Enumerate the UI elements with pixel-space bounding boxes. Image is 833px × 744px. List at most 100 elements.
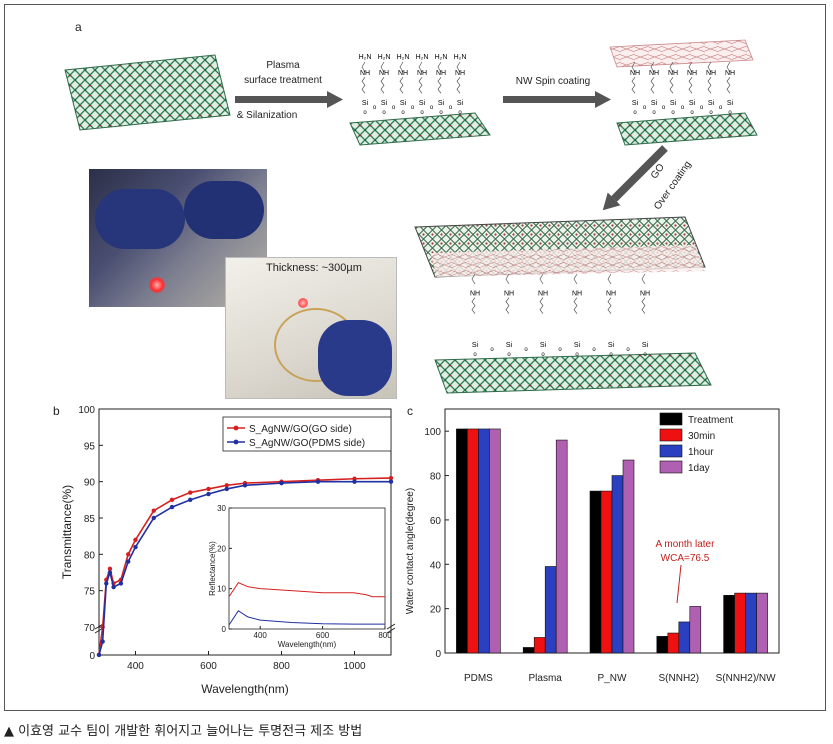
o-label: o (719, 105, 723, 111)
data-point (169, 497, 175, 503)
chain-link (641, 297, 646, 314)
o-label: o (382, 110, 386, 116)
o-label: o (373, 105, 377, 111)
arrow-down-left-icon (602, 145, 668, 211)
si-label: Si (670, 100, 677, 107)
data-point (279, 480, 284, 486)
data-point (107, 570, 113, 575)
inset-x-tick-label: 600 (316, 631, 330, 640)
silanized-sheet: H₂NNHSiooH₂NNHSiooH₂NNHSiooH₂NNHSiooH₂NN… (349, 54, 491, 146)
chain-link (505, 297, 510, 314)
nh-label: NH (379, 70, 389, 77)
inset-y-tick-label: 0 (222, 625, 227, 634)
data-point (133, 537, 138, 542)
o-label: o (430, 105, 434, 111)
chain-link (399, 77, 404, 94)
x-axis-label: Wavelength(nm) (201, 682, 289, 696)
o-label: o (671, 110, 675, 116)
o-label: o (652, 110, 656, 116)
x-tick-label: PDMS (464, 673, 493, 684)
nh-label: NH (504, 291, 514, 298)
plot-frame (98, 408, 392, 656)
bar (678, 621, 691, 654)
h2n-label: H₂N (359, 54, 372, 61)
data-point (224, 483, 229, 488)
nh-label: NH (436, 70, 446, 77)
chain-link (573, 273, 578, 285)
nh-label: NH (606, 291, 616, 298)
bar (667, 632, 680, 654)
chain-link (361, 77, 366, 94)
legend-label: 1day (688, 463, 710, 474)
annotation-line2: WCA=76.5 (661, 553, 710, 564)
o-label: o (575, 352, 579, 358)
legend-marker (233, 425, 239, 431)
step2-label: NW Spin coating (516, 76, 590, 87)
chain-link (399, 61, 404, 73)
si-label: Si (472, 342, 479, 349)
figure-caption: ▲ 이효영 교수 팀이 개발한 휘어지고 늘어나는 투명전극 제조 방법 (4, 724, 363, 739)
panel-b-label: b (53, 404, 60, 418)
data-point (104, 581, 109, 586)
legend-label: S_AgNW/GO(GO side) (249, 424, 352, 435)
si-label: Si (632, 100, 639, 107)
nh-label: NH (706, 70, 716, 77)
chain-link (641, 273, 646, 285)
si-label: Si (457, 100, 464, 107)
chain-link (437, 77, 442, 94)
y-tick-label: 80 (430, 472, 442, 483)
nh-label: NH (572, 291, 582, 298)
o-label: o (592, 347, 596, 353)
chain-link (726, 77, 731, 94)
o-label: o (643, 105, 647, 111)
bar (689, 606, 702, 654)
contact-angle-chart: c 0 20 40 60 80 100 Water contact angle(degree)… (405, 404, 780, 684)
chain-link (650, 77, 655, 94)
chain-link (539, 297, 544, 314)
chain-link (607, 297, 612, 314)
photo-thin-film: Thickness: ~300µm (225, 257, 397, 399)
pdms-sheet-left (64, 54, 231, 131)
bar (656, 636, 669, 654)
bar (589, 490, 602, 654)
si-label: Si (506, 342, 513, 349)
inset-y-tick-label: 20 (217, 544, 226, 553)
figure-svg: a Plasma surface treatment & Silanizatio… (53, 20, 780, 696)
bar (734, 592, 746, 654)
bar (533, 637, 546, 654)
chain-link (456, 61, 461, 73)
x-tick-label: S(NNH2) (659, 673, 700, 684)
nh-label: NH (470, 291, 480, 298)
o-label: o (709, 110, 713, 116)
data-point (206, 486, 211, 492)
nh-label: NH (649, 70, 659, 77)
o-label: o (401, 110, 405, 116)
bar (723, 595, 735, 654)
data-point (126, 552, 131, 557)
x-tick-label: S(NNH2)/NW (716, 673, 777, 684)
legend-label: 30min (688, 431, 715, 442)
data-point (188, 490, 193, 495)
inset-y-tick-label: 10 (217, 585, 226, 594)
legend-marker (233, 439, 239, 445)
si-label: Si (362, 100, 369, 107)
y-axis-label: Water contact angle(degree) (405, 488, 416, 614)
chain-link (573, 297, 578, 314)
bar (555, 439, 568, 654)
data-point (151, 515, 156, 521)
o-label: o (609, 352, 613, 358)
legend-box (222, 416, 392, 452)
o-label: o (490, 347, 494, 353)
y-tick-label: 20 (430, 605, 442, 616)
chain-link (631, 61, 636, 73)
o-label: o (420, 110, 424, 116)
o-label: o (524, 347, 528, 353)
legend-swatch (659, 444, 683, 458)
thickness-label: Thickness: ~300µm (266, 262, 362, 274)
y-tick-label: 60 (430, 516, 442, 527)
inset-x-axis-label: Wavelength(nm) (278, 640, 337, 649)
o-label: o (643, 352, 647, 358)
si-label: Si (400, 100, 407, 107)
